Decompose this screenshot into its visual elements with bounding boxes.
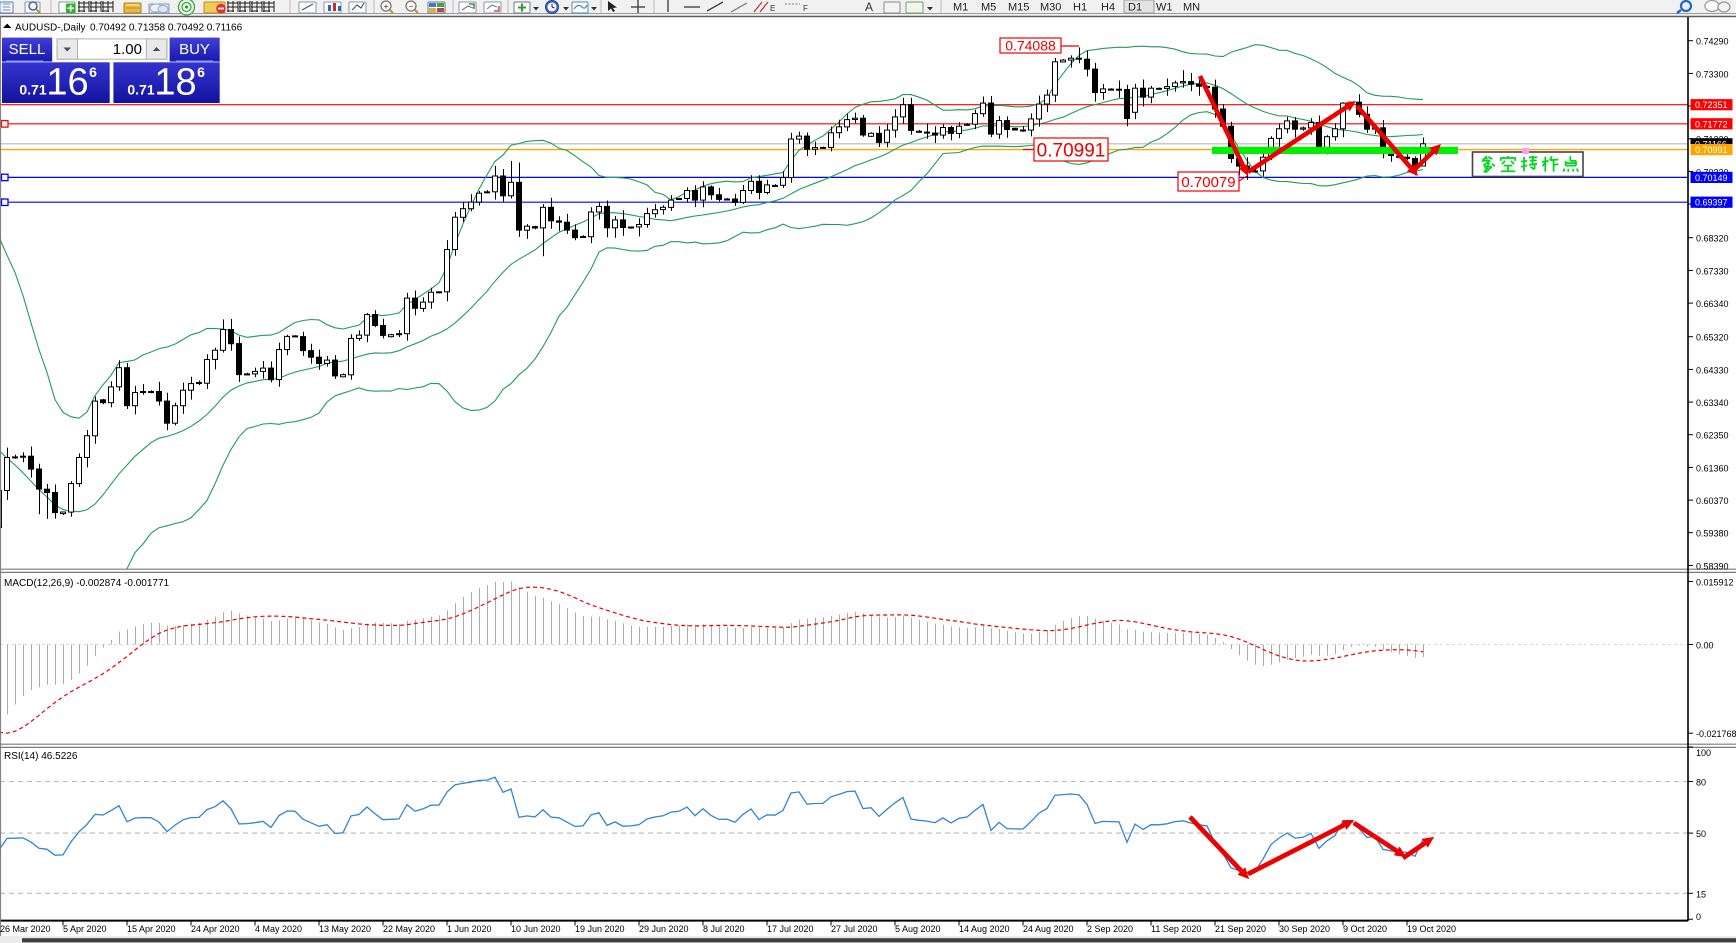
svg-text:0.71: 0.71: [19, 82, 46, 98]
svg-text:100: 100: [1696, 748, 1711, 758]
svg-text:0.74088: 0.74088: [1005, 38, 1056, 54]
svg-text:19 Oct 2020: 19 Oct 2020: [1407, 924, 1456, 934]
svg-text:0.61360: 0.61360: [1696, 463, 1729, 473]
svg-text:+: +: [384, 2, 389, 11]
svg-text:0: 0: [1696, 912, 1701, 922]
svg-text:9 Oct 2020: 9 Oct 2020: [1343, 924, 1387, 934]
svg-text:21 Sep 2020: 21 Sep 2020: [1215, 924, 1266, 934]
svg-text:0.70991: 0.70991: [1695, 145, 1728, 155]
svg-text:22 May 2020: 22 May 2020: [383, 924, 435, 934]
svg-text:18: 18: [154, 62, 196, 104]
svg-text:1.00: 1.00: [113, 41, 142, 58]
svg-text:M1: M1: [953, 2, 968, 14]
svg-text:0.60370: 0.60370: [1696, 496, 1729, 506]
svg-text:H4: H4: [1101, 2, 1115, 14]
svg-text:MN: MN: [1183, 2, 1200, 14]
svg-text:0.70492 0.71358 0.70492 0.7116: 0.70492 0.71358 0.70492 0.71166: [90, 23, 243, 34]
svg-text:17 Jul 2020: 17 Jul 2020: [767, 924, 814, 934]
svg-text:11 Sep 2020: 11 Sep 2020: [1151, 924, 1201, 934]
svg-text:4 May 2020: 4 May 2020: [255, 924, 302, 934]
svg-text:W1: W1: [1156, 2, 1173, 14]
svg-text:0.68320: 0.68320: [1696, 234, 1729, 244]
svg-text:24 Aug 2020: 24 Aug 2020: [1023, 924, 1074, 934]
svg-text:0.70991: 0.70991: [1037, 140, 1106, 161]
svg-text:8 Jul 2020: 8 Jul 2020: [703, 924, 745, 934]
svg-text:6: 6: [197, 64, 205, 80]
svg-text:M5: M5: [981, 2, 996, 14]
svg-text:50: 50: [1696, 829, 1706, 839]
svg-text:D1: D1: [1128, 2, 1142, 14]
svg-text:0.65320: 0.65320: [1696, 333, 1729, 343]
svg-text:24 Apr 2020: 24 Apr 2020: [191, 924, 240, 934]
svg-text:15 Apr 2020: 15 Apr 2020: [127, 924, 176, 934]
svg-text:29 Jun 2020: 29 Jun 2020: [639, 924, 689, 934]
svg-text:6: 6: [89, 64, 97, 80]
svg-text:27 Jul 2020: 27 Jul 2020: [831, 924, 878, 934]
svg-text:-0.021768: -0.021768: [1696, 729, 1736, 739]
svg-text:0.69397: 0.69397: [1695, 198, 1728, 208]
svg-text:0.66340: 0.66340: [1696, 299, 1729, 309]
svg-text:RSI(14) 46.5226: RSI(14) 46.5226: [4, 751, 78, 762]
svg-text:0.70149: 0.70149: [1695, 173, 1728, 183]
svg-text:0.74290: 0.74290: [1696, 37, 1729, 47]
svg-text:BUY: BUY: [179, 41, 210, 58]
svg-text:0.70079: 0.70079: [1181, 174, 1235, 191]
svg-text:30 Sep 2020: 30 Sep 2020: [1279, 924, 1330, 934]
svg-text:0.58390: 0.58390: [1696, 561, 1729, 571]
svg-text:A: A: [865, 0, 873, 14]
svg-text:−: −: [409, 2, 414, 11]
svg-text:M15: M15: [1008, 2, 1029, 14]
svg-text:0.67330: 0.67330: [1696, 266, 1729, 276]
svg-text:13 May 2020: 13 May 2020: [319, 924, 371, 934]
svg-text:0.71: 0.71: [127, 82, 154, 98]
svg-text:AUDUSD-,Daily: AUDUSD-,Daily: [15, 23, 86, 34]
svg-text:0.015912: 0.015912: [1696, 578, 1734, 588]
svg-text:M30: M30: [1040, 2, 1061, 14]
svg-text:15: 15: [1696, 889, 1706, 899]
svg-text:E: E: [770, 4, 775, 13]
svg-text:0.59380: 0.59380: [1696, 529, 1729, 539]
svg-text:19 Jun 2020: 19 Jun 2020: [575, 924, 625, 934]
svg-text:MACD(12,26,9) -0.002874 -0.001: MACD(12,26,9) -0.002874 -0.001771: [4, 578, 170, 589]
svg-text:F: F: [803, 4, 808, 13]
svg-text:0.62350: 0.62350: [1696, 431, 1729, 441]
svg-text:0.00: 0.00: [1696, 640, 1714, 650]
svg-text:2 Sep 2020: 2 Sep 2020: [1087, 924, 1133, 934]
svg-text:10 Jun 2020: 10 Jun 2020: [511, 924, 561, 934]
svg-text:5 Apr 2020: 5 Apr 2020: [63, 924, 107, 934]
svg-text:H1: H1: [1073, 2, 1087, 14]
svg-text:0.63340: 0.63340: [1696, 398, 1729, 408]
svg-text:SELL: SELL: [9, 41, 46, 58]
svg-text:80: 80: [1696, 777, 1706, 787]
svg-text:0.72351: 0.72351: [1695, 100, 1728, 110]
svg-text:0.64330: 0.64330: [1696, 365, 1729, 375]
svg-text:1 Jun 2020: 1 Jun 2020: [447, 924, 492, 934]
svg-text:5 Aug 2020: 5 Aug 2020: [895, 924, 941, 934]
svg-text:26 Mar 2020: 26 Mar 2020: [0, 924, 51, 934]
svg-text:14 Aug 2020: 14 Aug 2020: [959, 924, 1010, 934]
svg-text:16: 16: [46, 62, 88, 104]
svg-text:0.71772: 0.71772: [1695, 119, 1728, 129]
svg-text:0.73300: 0.73300: [1696, 69, 1729, 79]
